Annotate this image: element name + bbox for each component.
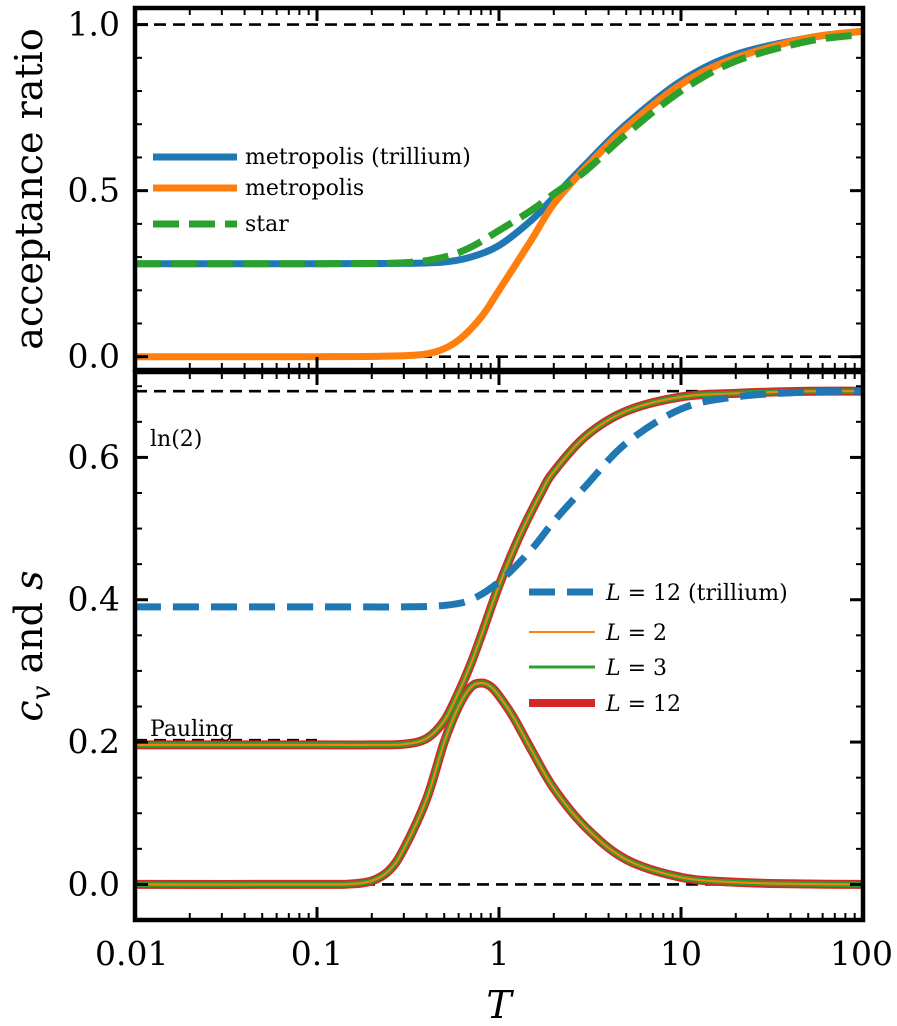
x-tick-label: 0.1 xyxy=(291,934,343,973)
bottom-panel: 0.0 0.2 0.4 0.6 0.01 0.1 1 10 100 ln(2) Pauling… xyxy=(7,369,893,1026)
bottom-frame xyxy=(132,369,866,923)
top-y-axis-title: acceptance ratio xyxy=(7,28,51,349)
bottom-legend-label-rest: = 12 (trillium) xyxy=(621,581,788,606)
bottom-legend-label-rest: = 3 xyxy=(621,656,667,681)
bottom-y-tick-label: 0.0 xyxy=(68,864,120,903)
bottom-legend-label-rest: = 2 xyxy=(621,621,667,646)
x-tick-label: 100 xyxy=(830,934,893,973)
x-tick-label: 1 xyxy=(489,934,510,973)
bottom-legend-label-var: L xyxy=(605,581,621,606)
annotation-pauling: Pauling xyxy=(150,717,233,742)
top-y-tick-label: 0.5 xyxy=(68,171,120,210)
bottom-legend-label-rest: = 12 xyxy=(621,692,681,717)
bottom-y-tick-label: 0.4 xyxy=(68,580,120,619)
bottom-legend-label-3: L = 12 xyxy=(605,692,681,717)
x-axis-title: T xyxy=(486,983,514,1026)
entropy-line-1 xyxy=(135,390,863,746)
top-series-line-1 xyxy=(135,27,863,361)
top-legend-label-1: metropolis xyxy=(245,176,364,201)
bottom-legend-label-2: L = 3 xyxy=(605,656,667,681)
bottom-y-tick-label: 0.2 xyxy=(68,722,120,761)
bottom-y-axis-title: cv and s xyxy=(7,570,57,721)
x-tick-label: 0.01 xyxy=(95,934,168,973)
top-legend-label-2: star xyxy=(245,212,289,237)
top-panel: 0.0 0.5 1.0 acceptance ratio metropolis (t… xyxy=(7,5,866,376)
bottom-legend-label-var: L xyxy=(605,656,621,681)
bottom-y-tick-label: 0.6 xyxy=(68,437,120,476)
bottom-y-tick-labels: 0.0 0.2 0.4 0.6 xyxy=(68,437,120,903)
x-tick-label: 10 xyxy=(660,934,702,973)
bottom-legend-label-1: L = 2 xyxy=(605,621,667,646)
annotation-ln2: ln(2) xyxy=(150,427,202,452)
top-y-tick-label: 0.0 xyxy=(68,337,120,376)
bottom-legend-label-var: L xyxy=(605,692,621,717)
bottom-series xyxy=(135,386,863,889)
top-legend: metropolis (trillium) metropolis star xyxy=(153,145,471,237)
top-series xyxy=(135,27,863,361)
heat-capacity-line-1 xyxy=(135,682,863,886)
bottom-legend-label-var: L xyxy=(605,621,621,646)
top-y-tick-labels: 0.0 0.5 1.0 xyxy=(68,5,120,376)
top-y-tick-label: 1.0 xyxy=(68,5,120,44)
top-legend-label-0: metropolis (trillium) xyxy=(245,145,471,170)
bottom-legend-label-0: L = 12 (trillium) xyxy=(605,581,788,606)
bottom-series-line-0 xyxy=(135,387,863,611)
top-series-line-2 xyxy=(135,31,863,268)
x-tick-labels: 0.01 0.1 1 10 100 xyxy=(95,934,893,973)
bottom-legend: L = 12 (trillium)L = 2L = 3L = 12 xyxy=(529,581,788,717)
